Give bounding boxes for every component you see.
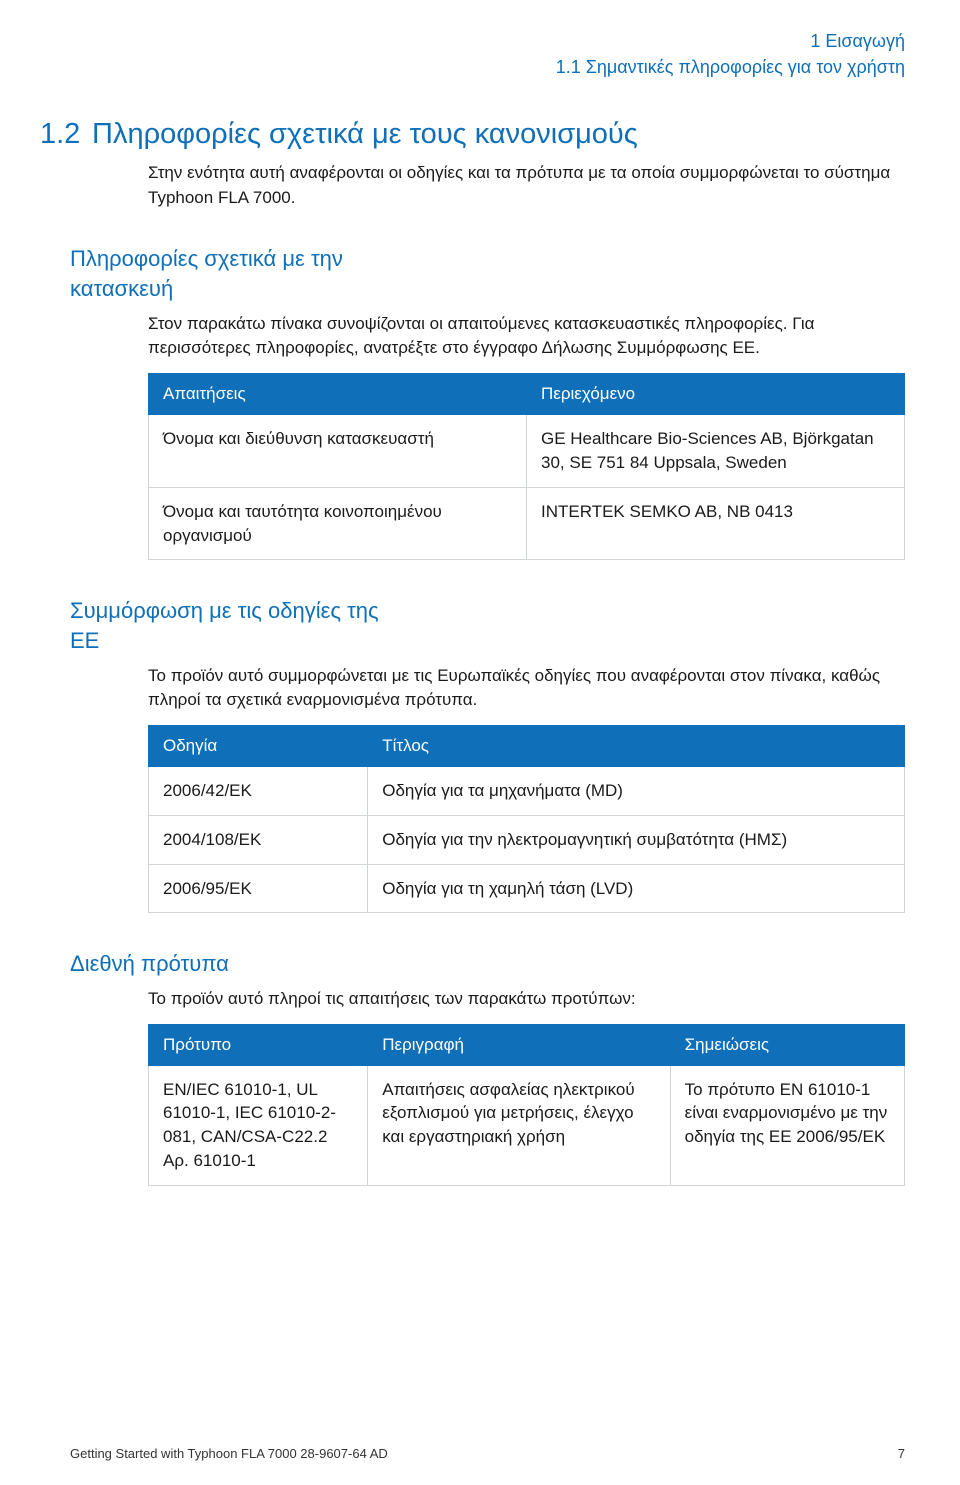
page-header: 1 Εισαγωγή 1.1 Σημαντικές πληροφορίες γι… xyxy=(70,28,905,80)
table-header: Τίτλος xyxy=(368,725,905,766)
table-header: Πρότυπο xyxy=(149,1024,368,1065)
table-cell: Απαιτήσεις ασφαλείας ηλεκτρικού εξοπλισμ… xyxy=(368,1065,670,1185)
table-cell: Οδηγία για την ηλεκτρομαγνητική συμβατότ… xyxy=(368,815,905,864)
table-header: Περιγραφή xyxy=(368,1024,670,1065)
header-section: 1.1 Σημαντικές πληροφορίες για τον χρήστ… xyxy=(70,54,905,80)
table-cell: Το πρότυπο EN 61010-1 είναι εναρμονισμέν… xyxy=(670,1065,904,1185)
table-cell: 2004/108/ΕΚ xyxy=(149,815,368,864)
table-header: Σημειώσεις xyxy=(670,1024,904,1065)
intl-standards-para: Το προϊόν αυτό πληροί τις απαιτήσεις των… xyxy=(148,987,905,1012)
manufacturing-block: Πληροφορίες σχετικά με την κατασκευή Στο… xyxy=(70,244,905,560)
eu-compliance-subhead: Συμμόρφωση με τις οδηγίες της ΕΕ xyxy=(70,596,905,655)
table-cell: Όνομα και διεύθυνση κατασκευαστή xyxy=(149,415,527,488)
table-row: Όνομα και διεύθυνση κατασκευαστή GE Heal… xyxy=(149,415,905,488)
manufacturing-para: Στον παρακάτω πίνακα συνοψίζονται οι απα… xyxy=(148,312,905,361)
table-row: 2004/108/ΕΚ Οδηγία για την ηλεκτρομαγνητ… xyxy=(149,815,905,864)
table-cell: 2006/42/ΕΚ xyxy=(149,766,368,815)
table-cell: Οδηγία για τη χαμηλή τάση (LVD) xyxy=(368,864,905,913)
table-cell: Οδηγία για τα μηχανήματα (MD) xyxy=(368,766,905,815)
eu-compliance-block: Συμμόρφωση με τις οδηγίες της ΕΕ Το προϊ… xyxy=(70,596,905,913)
section-intro: Στην ενότητα αυτή αναφέρονται οι οδηγίες… xyxy=(148,161,905,210)
table-row: Όνομα και ταυτότητα κοινοποιημένου οργαν… xyxy=(149,487,905,560)
table-cell: Όνομα και ταυτότητα κοινοποιημένου οργαν… xyxy=(149,487,527,560)
page-footer: Getting Started with Typhoon FLA 7000 28… xyxy=(70,1446,905,1461)
table-header: Περιεχόμενο xyxy=(527,374,905,415)
table-header: Οδηγία xyxy=(149,725,368,766)
manufacturing-table: Απαιτήσεις Περιεχόμενο Όνομα και διεύθυν… xyxy=(148,373,905,560)
table-cell: EN/IEC 61010-1, UL 61010-1, IEC 61010-2-… xyxy=(149,1065,368,1185)
header-chapter: 1 Εισαγωγή xyxy=(70,28,905,54)
footer-left: Getting Started with Typhoon FLA 7000 28… xyxy=(70,1446,388,1461)
footer-page-number: 7 xyxy=(898,1446,905,1461)
section-heading: 1.2Πληροφορίες σχετικά με τους κανονισμο… xyxy=(40,118,905,151)
table-cell: INTERTEK SEMKO AB, NB 0413 xyxy=(527,487,905,560)
section-number: 1.2 xyxy=(40,118,92,151)
table-cell: GE Healthcare Bio-Sciences AB, Björkgata… xyxy=(527,415,905,488)
table-cell: 2006/95/ΕΚ xyxy=(149,864,368,913)
table-header: Απαιτήσεις xyxy=(149,374,527,415)
eu-compliance-table: Οδηγία Τίτλος 2006/42/ΕΚ Οδηγία για τα μ… xyxy=(148,725,905,913)
intl-standards-table: Πρότυπο Περιγραφή Σημειώσεις EN/IEC 6101… xyxy=(148,1024,905,1186)
intl-standards-block: Διεθνή πρότυπα Το προϊόν αυτό πληροί τις… xyxy=(70,949,905,1186)
intl-standards-subhead: Διεθνή πρότυπα xyxy=(70,949,905,979)
manufacturing-subhead: Πληροφορίες σχετικά με την κατασκευή xyxy=(70,244,905,303)
eu-compliance-para: Το προϊόν αυτό συμμορφώνεται με τις Ευρω… xyxy=(148,664,905,713)
table-row: 2006/42/ΕΚ Οδηγία για τα μηχανήματα (MD) xyxy=(149,766,905,815)
section-title: Πληροφορίες σχετικά με τους κανονισμούς xyxy=(92,118,638,150)
table-row: 2006/95/ΕΚ Οδηγία για τη χαμηλή τάση (LV… xyxy=(149,864,905,913)
table-row: EN/IEC 61010-1, UL 61010-1, IEC 61010-2-… xyxy=(149,1065,905,1185)
